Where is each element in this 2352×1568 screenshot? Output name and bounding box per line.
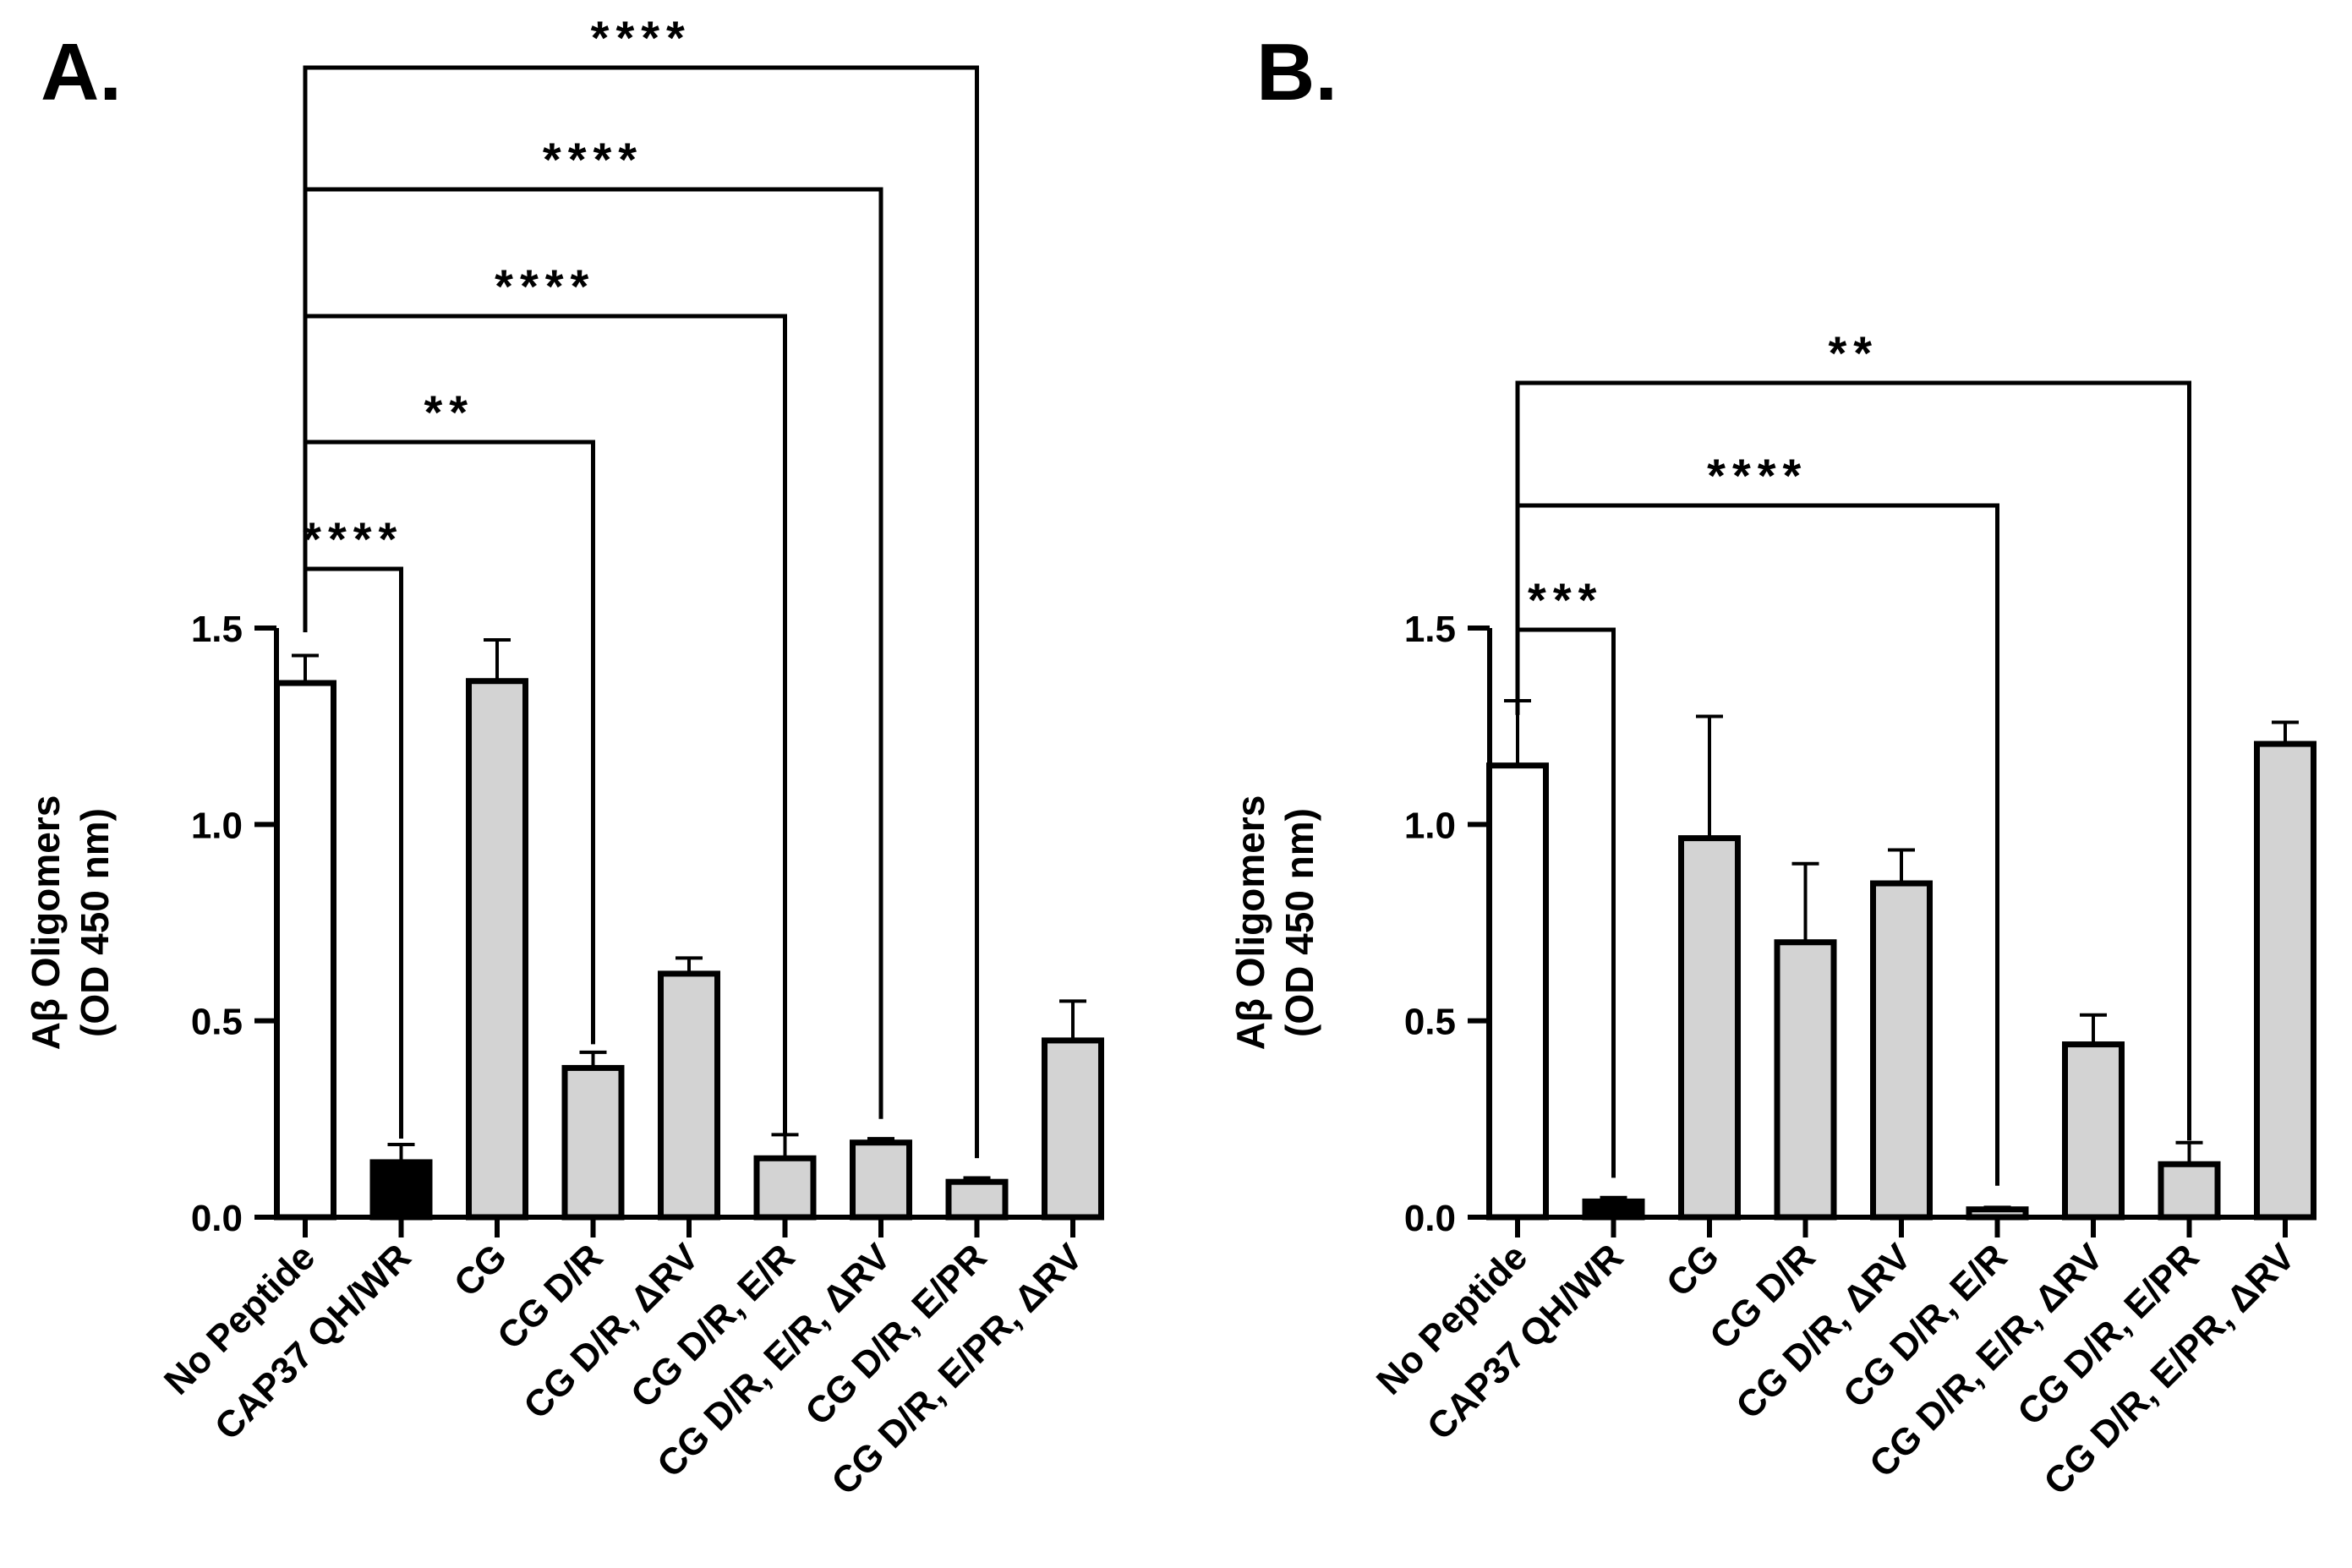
significance-label: **** bbox=[591, 11, 692, 64]
bar bbox=[466, 678, 528, 1221]
significance-label: **** bbox=[1707, 449, 1808, 502]
bar bbox=[1678, 835, 1741, 1221]
significance-label: ** bbox=[424, 385, 474, 439]
bar bbox=[274, 680, 336, 1221]
y-axis-title: Aβ Oligomers bbox=[24, 795, 68, 1051]
significance-label: ** bbox=[1828, 326, 1879, 380]
x-tick-label: CG bbox=[446, 1236, 515, 1304]
y-axis-subtitle: (OD 450 nm) bbox=[73, 808, 117, 1037]
bar bbox=[1774, 939, 1837, 1221]
bar bbox=[2158, 1161, 2221, 1221]
significance-label: *** bbox=[1528, 573, 1603, 626]
bar bbox=[369, 1159, 433, 1221]
bar bbox=[1870, 880, 1933, 1221]
panel-label: B. bbox=[1256, 27, 1337, 117]
bar bbox=[1966, 1206, 2029, 1221]
significance-label: **** bbox=[303, 512, 403, 565]
significance-bracket bbox=[303, 65, 979, 1159]
y-tick-label: 0.5 bbox=[191, 1002, 243, 1043]
bar bbox=[1042, 1037, 1104, 1221]
bar bbox=[753, 1155, 817, 1221]
bar bbox=[2254, 740, 2316, 1221]
y-tick-label: 1.5 bbox=[191, 609, 243, 650]
bar bbox=[2062, 1041, 2125, 1221]
y-tick-label: 1.0 bbox=[1404, 805, 1456, 846]
panel-label: A. bbox=[41, 27, 122, 117]
bar bbox=[561, 1064, 625, 1221]
bar bbox=[1486, 762, 1549, 1221]
y-axis-subtitle: (OD 450 nm) bbox=[1277, 808, 1321, 1037]
significance-bracket bbox=[1515, 380, 2191, 1141]
bar bbox=[945, 1178, 1009, 1221]
bar bbox=[1582, 1198, 1645, 1221]
significance-label: **** bbox=[543, 133, 643, 186]
y-tick-label: 0.5 bbox=[1404, 1002, 1456, 1043]
panel-a: A.Aβ Oligomers (OD 450 nm)0.00.51.01.5No … bbox=[24, 11, 1104, 1503]
y-tick-label: 1.0 bbox=[191, 805, 243, 846]
significance-label: **** bbox=[495, 260, 595, 313]
x-tick-label: CG bbox=[1659, 1236, 1727, 1304]
y-tick-label: 1.5 bbox=[1404, 609, 1456, 650]
y-tick-label: 0.0 bbox=[1404, 1198, 1456, 1239]
bar bbox=[658, 970, 720, 1221]
panel-b: B.Aβ Oligomers (OD 450 nm)0.00.51.01.5No … bbox=[1228, 27, 2316, 1503]
y-axis-title: Aβ Oligomers bbox=[1228, 795, 1272, 1051]
y-tick-label: 0.0 bbox=[191, 1198, 243, 1239]
bar bbox=[850, 1139, 912, 1221]
